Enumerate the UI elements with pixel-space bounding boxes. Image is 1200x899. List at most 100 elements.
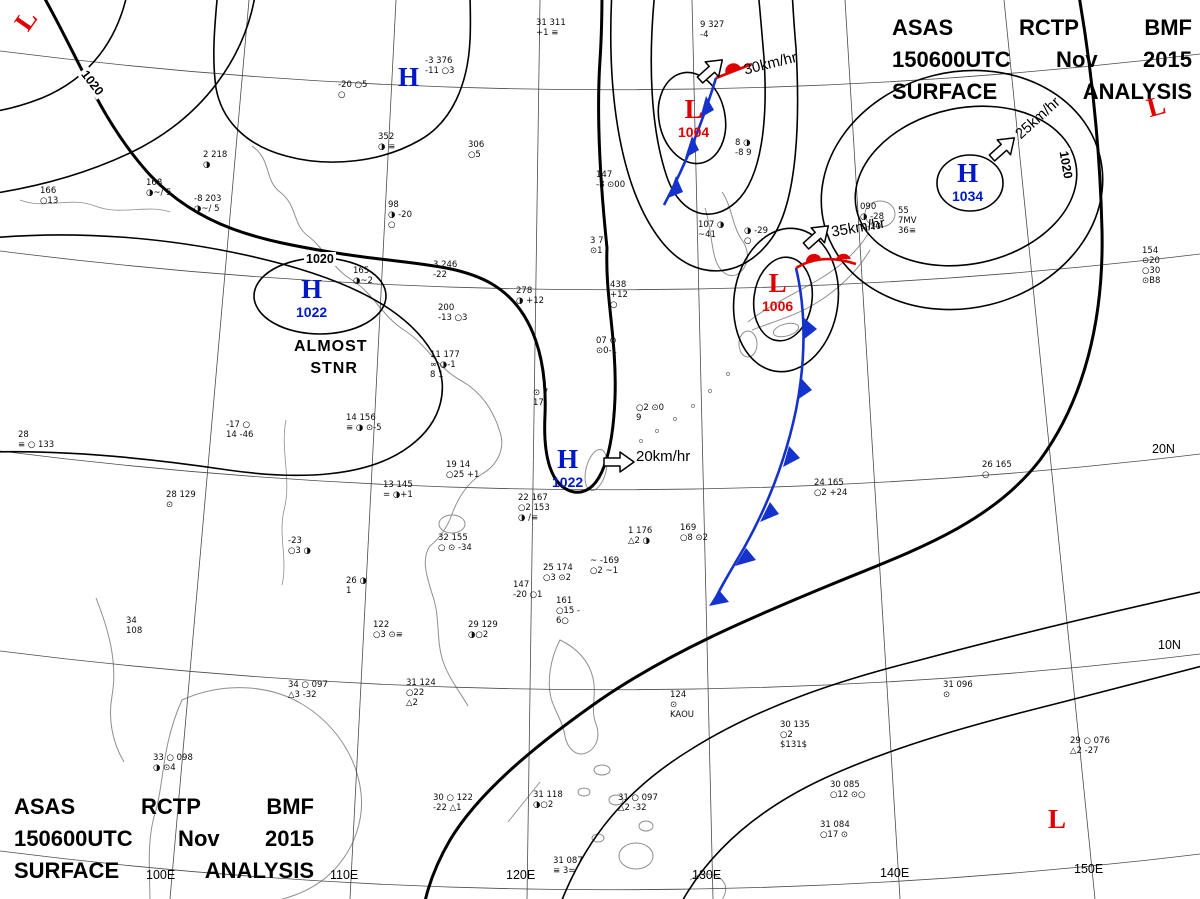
station-plot: 31 087 ≡ 3= bbox=[553, 856, 583, 877]
high-pressure-center: H 1022 bbox=[552, 444, 584, 491]
isobar-label: 1020 bbox=[1056, 148, 1076, 182]
chart-id: ASAS RCTP BMF bbox=[14, 794, 314, 820]
station-plot: 28 129 ⊙ bbox=[166, 490, 196, 511]
station-plot: 438 +12 ○ bbox=[610, 280, 628, 311]
station-plot: 33 ○ 098 ◑ ⊙4 bbox=[153, 753, 193, 774]
station-plot: 122 ○3 ⊙≡ bbox=[373, 620, 403, 641]
grid-label: 10N bbox=[1158, 638, 1181, 652]
pressure-letter: H bbox=[957, 158, 979, 188]
pressure-value: 1022 bbox=[552, 474, 584, 490]
chart-title-bottom: ASAS RCTP BMF 150600UTC Nov 2015 SURFACE… bbox=[14, 791, 314, 887]
pressure-letter: L bbox=[1048, 804, 1067, 834]
pressure-letter: L bbox=[684, 94, 703, 124]
high-pressure-center: H 1034 bbox=[952, 158, 984, 205]
grid-label: 120E bbox=[506, 868, 536, 882]
station-plot: 24 165 ○2 +24 bbox=[814, 478, 848, 499]
chart-type: SURFACE ANALYSIS bbox=[14, 858, 314, 884]
wind-speed-label: 20km/hr bbox=[636, 448, 691, 465]
station-plot: 1 176 △2 ◑ bbox=[628, 526, 653, 547]
station-plot: 98 ◑ -20 ○ bbox=[388, 200, 413, 231]
station-plot: 147 -8 ⊙00 bbox=[596, 170, 626, 191]
pressure-value: 1022 bbox=[296, 304, 328, 320]
station-plot: 28 ≡ ○ 133 bbox=[18, 430, 55, 451]
station-plot: 30 085 ○12 ⊙○ bbox=[830, 780, 866, 801]
station-plot: 278 ◑ +12 bbox=[516, 286, 545, 307]
warm-front-north bbox=[715, 62, 753, 80]
chart-type: SURFACE ANALYSIS bbox=[892, 78, 1192, 104]
station-plot: 147 -20 ○1 bbox=[513, 580, 543, 601]
station-plot: 34 ○ 097 △3 -32 bbox=[288, 680, 328, 701]
pressure-letter: L bbox=[768, 268, 787, 298]
wind-speed-label: 35km/hr bbox=[830, 214, 887, 241]
station-plot: 165 ◑~2 bbox=[353, 266, 373, 287]
station-plot: 26 165 ○ bbox=[982, 460, 1012, 481]
low-pressure-center: L bbox=[8, 4, 44, 37]
station-plot: ~ -169 ○2 ~1 bbox=[590, 556, 620, 577]
high-pressure-center: H 1022 bbox=[296, 276, 328, 321]
fronts bbox=[662, 62, 857, 606]
grid-label: 20N bbox=[1152, 442, 1175, 456]
cold-front-main bbox=[709, 267, 817, 606]
station-plot: 55 7MV 36≡ bbox=[898, 206, 917, 237]
station-plot: 30 135 ○2 $131$ bbox=[780, 720, 810, 751]
isobar-1020-west bbox=[43, 0, 617, 494]
grid-label: 110E bbox=[330, 868, 359, 882]
station-plot: 25 174 ○3 ⊙2 bbox=[543, 563, 573, 584]
station-plot: 26 ◑ 1 bbox=[346, 576, 367, 597]
isobar-1020-east bbox=[424, 0, 1104, 899]
station-plot: 168 ◑~/ 5 bbox=[146, 178, 172, 199]
station-plot: -8 203 ◑~/ 5 bbox=[194, 194, 222, 215]
station-plot: -20 ○5 ○ bbox=[338, 80, 368, 101]
station-plot: ⊙ 7 17 bbox=[533, 388, 549, 409]
station-plot: 124 ⊙ KAOU bbox=[670, 690, 695, 721]
grid-label: 140E bbox=[880, 866, 910, 880]
station-plot: 31 084 ○17 ⊙ bbox=[820, 820, 850, 841]
station-plot: -3 376 -11 ○3 bbox=[425, 56, 455, 77]
coastlines bbox=[19, 145, 896, 899]
chart-datetime: 150600UTC Nov 2015 bbox=[14, 826, 314, 852]
station-plot: 9 327 -4 bbox=[700, 20, 725, 41]
map-annotation: ALMOST STNR bbox=[294, 338, 368, 377]
station-plot: 11 177 ∞ ◑-1 8 1 bbox=[430, 350, 460, 381]
station-plot: 14 156 ≡ ◑ ⊙-5 bbox=[346, 413, 382, 434]
station-plot: 30 ○ 122 -22 △1 bbox=[433, 793, 473, 814]
pressure-value: 1004 bbox=[678, 124, 710, 140]
station-plot: 107 ◑ ~41 bbox=[698, 220, 725, 241]
low-pressure-center: L 1006 bbox=[762, 268, 793, 315]
station-plot: 31 118 ◑○2 bbox=[533, 790, 563, 811]
station-plot: 32 155 ○ ⊙ -34 bbox=[438, 533, 472, 554]
station-plot: 31 124 ○22 △2 bbox=[406, 678, 436, 709]
station-plot: 31 096 ⊙ bbox=[943, 680, 973, 701]
grid-label: 130E bbox=[692, 868, 722, 882]
station-plot: 166 ○13 bbox=[40, 186, 59, 207]
station-plot: ○2 ⊙0 9 bbox=[636, 403, 665, 424]
station-plot: 3 246 -22 bbox=[433, 260, 458, 281]
chart-title-top: ASAS RCTP BMF 150600UTC Nov 2015 SURFACE… bbox=[892, 12, 1192, 108]
warm-front-main bbox=[795, 253, 857, 270]
station-plot: 13 145 = ◑+1 bbox=[383, 480, 413, 501]
cold-front-north bbox=[662, 77, 718, 206]
station-plot: 31 311 +1 ≡ bbox=[536, 18, 566, 39]
chart-id: ASAS RCTP BMF bbox=[892, 15, 1192, 40]
isobar-label: 1020 bbox=[76, 66, 108, 100]
pressure-letter: H bbox=[398, 62, 420, 92]
movement-arrow-30 bbox=[696, 59, 724, 84]
movement-arrow-25 bbox=[988, 137, 1016, 162]
pressure-value: 1034 bbox=[952, 188, 984, 204]
pressure-letter: H bbox=[557, 444, 579, 474]
station-plot: 07 ⊙ ⊙0-1 bbox=[596, 336, 618, 357]
low-pressure-center: L bbox=[1048, 806, 1066, 833]
station-plot: 306 ○5 bbox=[468, 140, 485, 161]
station-plot: 31 ○ 097 △2 -32 bbox=[618, 793, 658, 814]
low-pressure-center: L 1004 bbox=[678, 94, 710, 141]
station-plot: 34 108 bbox=[126, 616, 143, 637]
station-plot: 200 -13 ○3 bbox=[438, 303, 468, 324]
station-plot: 29 129 ◑○2 bbox=[468, 620, 498, 641]
station-plot: 2 218 ◑ bbox=[203, 150, 228, 171]
station-plot: ◑ -29 ○ bbox=[744, 226, 769, 247]
station-plot: 22 167 ○2 153 ◑ /≡ bbox=[518, 493, 550, 524]
pressure-letter: L bbox=[8, 4, 44, 37]
station-plot: 154 ⊙20 ○30 ⊙B8 bbox=[1142, 246, 1161, 287]
isobar-label: 1020 bbox=[304, 252, 336, 266]
station-plot: 3 7 ⊙1 bbox=[590, 236, 604, 257]
